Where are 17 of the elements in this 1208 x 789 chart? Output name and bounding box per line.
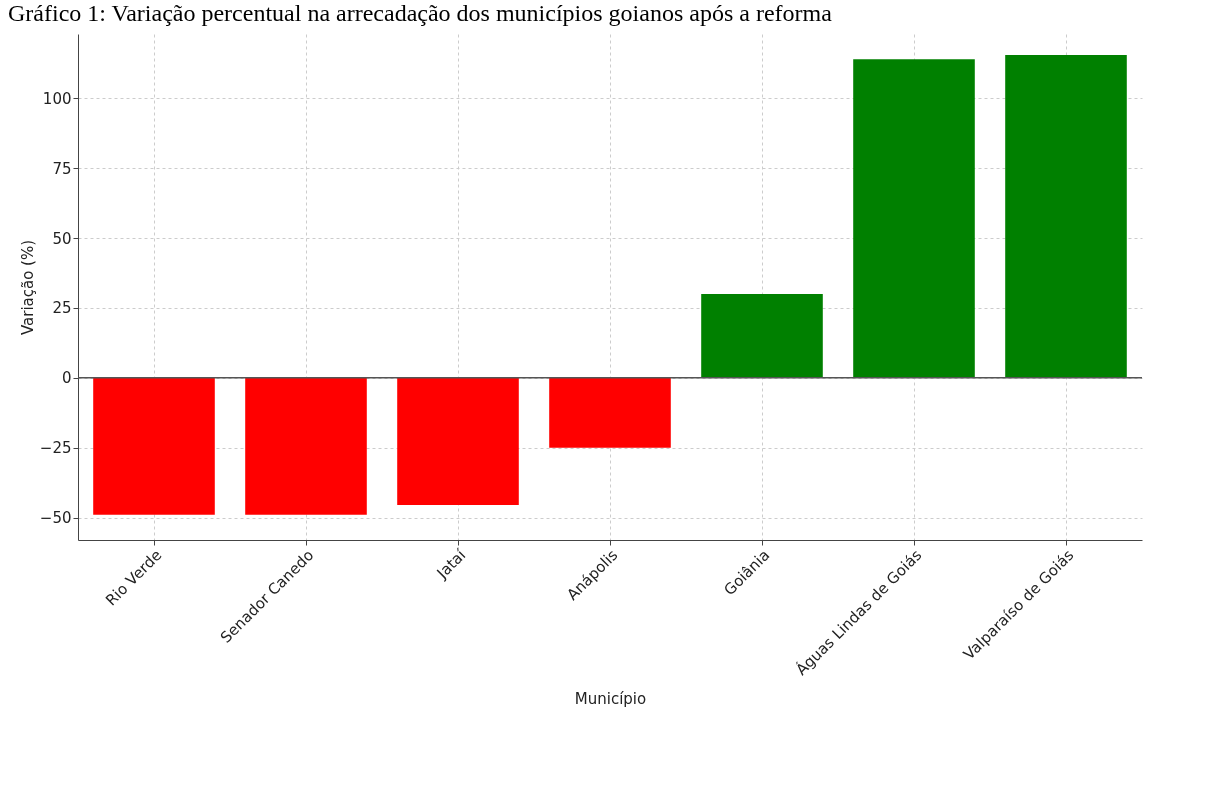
bar bbox=[549, 377, 671, 448]
y-tick-label: 0 bbox=[61, 369, 72, 388]
y-tick-label: 75 bbox=[52, 159, 72, 178]
y-tick-label: −50 bbox=[39, 509, 72, 528]
y-tick-label: 50 bbox=[52, 229, 72, 248]
bar bbox=[1005, 54, 1127, 378]
bar bbox=[93, 377, 215, 515]
bar bbox=[397, 377, 519, 506]
bar bbox=[853, 59, 975, 378]
bar bbox=[701, 293, 823, 378]
bar bbox=[245, 377, 367, 515]
chart-title: Gráfico 1: Variação percentual na arrecadação dos municípios goianos após a reforma bbox=[7, 0, 833, 26]
y-tick-label: −25 bbox=[39, 439, 72, 458]
x-axis-title: Município bbox=[574, 690, 647, 709]
y-tick-label: 25 bbox=[52, 299, 72, 318]
y-tick-label: 100 bbox=[42, 89, 72, 108]
y-axis-title: Variação (%) bbox=[18, 239, 37, 336]
